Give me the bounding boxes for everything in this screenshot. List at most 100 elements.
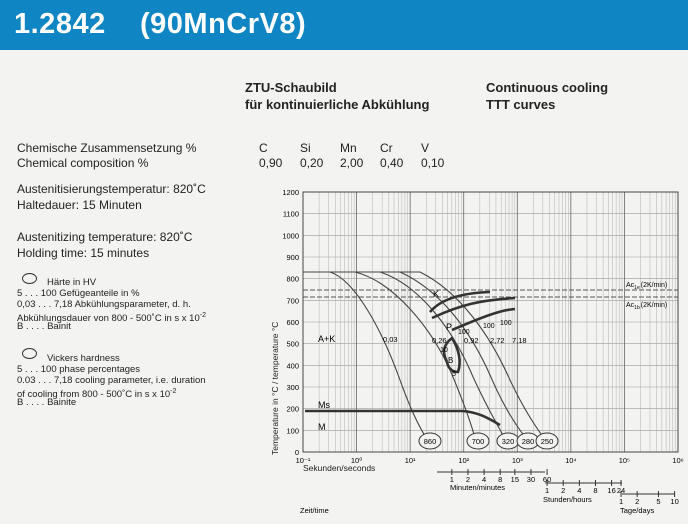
x-seconds-label: Sekunden/seconds [303,463,375,473]
scale-tick-label: 24 [617,486,625,495]
hardness-700: 700 [472,437,485,446]
legend-de-line1: 5 . . . 100 Gefügeanteile in % [17,288,140,299]
transformation-lines [305,290,516,427]
ac1e-label: Ac1e(2K/min) [626,282,667,291]
circle-icon [22,348,37,359]
minutes-ticks: 1 2 4 8 15 30 60 [450,469,551,484]
y-tick-label: 300 [286,383,299,392]
circle-icon [22,273,37,284]
scale-tick-label: 8 [593,486,597,495]
m-label: M [318,422,326,432]
x-tick-label: 10³ [512,456,523,465]
hold-time-en: Holding time: 15 minutes [17,246,150,260]
element-cr: Cr [380,141,393,155]
days-ticks: 1 2 5 10 [619,491,679,506]
scale-tick-label: 5 [656,497,660,506]
bainite-region [442,336,461,374]
steel-name: (90MnCrV8) [140,8,307,40]
param-0-92: 0,92 [464,336,479,345]
y-tick-label: 1000 [282,231,299,240]
title-en-2: TTT curves [486,97,556,112]
y-tick-label: 900 [286,253,299,262]
scale-tick-label: 15 [511,475,519,484]
legend-en-line2: 0.03 . . . 7,18 cooling parameter, i.e. … [17,375,206,386]
x-tick-label: 10⁵ [619,456,630,465]
value-mn: 2,00 [340,156,364,170]
ac1b-label: Ac1b(2K/min) [626,302,667,311]
x-tick-label: 10⁻¹ [296,456,311,465]
y-axis-label: Temperature in °C / temperature °C [270,322,280,455]
region-p-label: P [446,322,452,332]
scale-tick-label: 1 [545,486,549,495]
y-tick-label: 500 [286,340,299,349]
pearlite-finish-line [451,307,516,332]
scale-tick-label: 30 [527,475,535,484]
hardness-860: 860 [424,437,437,446]
pearlite-mid-line [431,296,516,320]
legend-en-hardness: Vickers hardness [47,353,120,364]
x-tick-label: 10² [458,456,469,465]
legend-hardness-circle-de [22,273,37,287]
legend-hardness-circle-en [22,348,37,362]
y-tick-label: 700 [286,296,299,305]
scale-tick-label: 16 [607,486,615,495]
cooling-curve-0-26 [303,271,477,442]
chart-grid [302,191,678,453]
x-tick-label: 10⁰ [351,456,362,465]
legend-en-line3: of cooling from 800 - 500˚C in s x 10-2 [17,388,177,401]
hardness-markers [418,432,559,450]
cooling-curve-2-72 [303,271,529,442]
x-tick-label: 10¹ [405,456,416,465]
legend-de-hardness: Härte in HV [47,277,97,288]
pct-label-1: 100 [458,329,470,336]
element-v: V [421,141,430,155]
cooling-curve-0-03 [303,271,429,442]
hardness-280: 280 [522,437,535,446]
y-tick-label: 600 [286,318,299,327]
ms-line [305,409,501,427]
value-v: 0,10 [421,156,445,170]
region-ak-label: A+K [318,334,335,344]
scale-tick-label: 4 [577,486,581,495]
element-c: C [259,141,268,155]
hold-time-de: Haltedauer: 15 Minuten [17,198,142,212]
scale-tick-label: 1 [450,475,454,484]
pearlite-start-line [429,290,491,313]
hours-label: Stunden/hours [543,495,592,504]
x-tick-label: 10⁴ [565,456,577,465]
aust-temp-en: Austenitizing temperature: 820˚C [17,230,193,244]
scale-tick-label: 10 [670,497,678,506]
y-tick-label: 1200 [282,188,299,197]
legend-en-line1: 5 . . . 100 phase percentages [17,364,141,375]
hours-ticks: 1 2 4 8 16 24 [545,480,625,495]
scale-tick-label: 60 [543,475,551,484]
value-c: 0,90 [259,156,283,170]
hardness-circle-860 [418,432,442,450]
element-si: Si [300,141,311,155]
y-tick-label: 200 [286,405,299,414]
days-label: Tage/days [620,506,654,515]
param-0-03: 0,03 [383,335,398,344]
param-7-18: 7,18 [512,336,527,345]
steel-number: 1.2842 [14,8,106,40]
legend-de-line2: 0,03 . . . 7,18 Abkühlungsparameter, d. … [17,299,191,310]
title-bar: 1.2842 (90MnCrV8) [0,0,688,50]
y-tick-label: 100 [286,426,299,435]
y-tick-label: 400 [286,361,299,370]
time-label: Zeit/time [300,506,329,515]
y-tick-label: 800 [286,275,299,284]
param-2-72: 2,72 [490,336,505,345]
region-b-label: B [448,356,453,365]
hardness-circle-250 [535,432,559,450]
title-en-1: Continuous cooling [486,80,609,95]
param-0-26: 0,26 [432,336,447,345]
title-de-2: für kontinuierliche Abkühlung [245,97,430,112]
hardness-320: 320 [502,437,515,446]
composition-label-en: Chemical composition % [17,156,149,170]
legend-de-line4: B . . . . Bainit [17,321,71,332]
ms-label: Ms [318,400,330,410]
cooling-curve-7-18 [303,271,547,442]
composition-label-de: Chemische Zusammensetzung % [17,141,197,155]
scale-tick-label: 2 [561,486,565,495]
